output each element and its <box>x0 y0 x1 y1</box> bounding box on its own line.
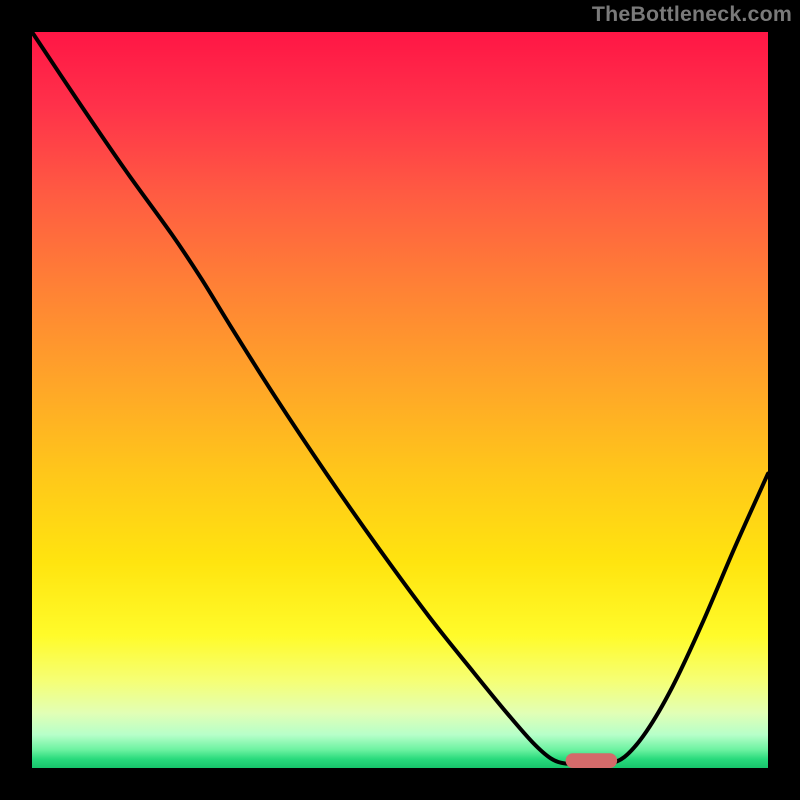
minimum-marker <box>566 753 618 768</box>
chart-svg <box>0 0 800 800</box>
watermark-text: TheBottleneck.com <box>592 2 792 27</box>
plot-area <box>32 32 768 768</box>
